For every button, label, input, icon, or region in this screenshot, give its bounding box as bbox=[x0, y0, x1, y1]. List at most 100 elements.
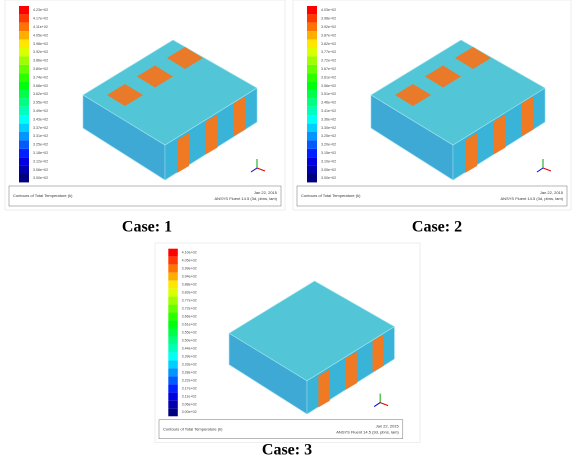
colorbar-band bbox=[19, 115, 29, 123]
colorbar-band bbox=[19, 6, 29, 14]
colorbar-label: 3.61e+02 bbox=[182, 322, 197, 326]
colorbar-band bbox=[307, 140, 317, 148]
hot-strip bbox=[177, 133, 189, 173]
colorbar-label: 3.92e+02 bbox=[33, 50, 48, 54]
colorbar-label: 3.94e+02 bbox=[182, 275, 197, 279]
caption: Case: 3 bbox=[262, 442, 312, 459]
colorbar-band bbox=[168, 281, 178, 289]
caption: Case: 2 bbox=[412, 219, 462, 236]
colorbar-label: 3.39e+02 bbox=[182, 354, 197, 358]
colorbar-label: 3.88e+02 bbox=[182, 283, 197, 287]
panel: 4.10e+024.05e+023.99e+023.94e+023.88e+02… bbox=[155, 243, 420, 459]
colorbar-label: 3.05e+02 bbox=[321, 168, 336, 172]
colorbar-label: 3.00e+02 bbox=[321, 176, 336, 180]
colorbar-band bbox=[307, 149, 317, 157]
colorbar-label: 3.98e+02 bbox=[33, 42, 48, 46]
colorbar-label: 3.12e+02 bbox=[33, 159, 48, 163]
colorbar-label: 3.00e+02 bbox=[182, 410, 197, 414]
hot-strip bbox=[206, 115, 218, 155]
colorbar-band bbox=[168, 321, 178, 329]
colorbar-label: 3.83e+02 bbox=[182, 291, 197, 295]
colorbar-band bbox=[19, 73, 29, 81]
colorbar-label: 3.20e+02 bbox=[321, 143, 336, 147]
panel: 4.03e+023.98e+023.92e+023.87e+023.82e+02… bbox=[293, 0, 571, 236]
footer-date: Jan 22, 2015 bbox=[376, 423, 400, 428]
hot-strip bbox=[522, 96, 534, 136]
colorbar-band bbox=[168, 376, 178, 384]
colorbar-label: 3.10e+02 bbox=[321, 159, 336, 163]
footer-date: Jan 22, 2015 bbox=[254, 190, 278, 195]
footer-title: Contours of Total Temperature (k) bbox=[301, 193, 361, 198]
colorbar-label: 3.55e+02 bbox=[33, 101, 48, 105]
colorbar-band bbox=[307, 157, 317, 165]
colorbar-label: 3.17e+02 bbox=[182, 386, 197, 390]
colorbar-label: 3.86e+02 bbox=[33, 59, 48, 63]
colorbar-band bbox=[307, 115, 317, 123]
colorbar-band bbox=[19, 23, 29, 31]
caption: Case: 1 bbox=[122, 219, 172, 236]
colorbar-band bbox=[307, 14, 317, 22]
colorbar-label: 4.05e+02 bbox=[182, 259, 197, 263]
colorbar-label: 3.50e+02 bbox=[182, 338, 197, 342]
colorbar-label: 3.82e+02 bbox=[321, 42, 336, 46]
colorbar-band bbox=[168, 392, 178, 400]
figure: 4.23e+024.17e+024.11e+024.05e+023.98e+02… bbox=[0, 0, 573, 465]
colorbar-label: 3.55e+02 bbox=[182, 330, 197, 334]
colorbar-label: 3.46e+02 bbox=[321, 101, 336, 105]
colorbar-band bbox=[307, 90, 317, 98]
colorbar-label: 3.67e+02 bbox=[321, 67, 336, 71]
colorbar-band bbox=[168, 344, 178, 352]
colorbar-label: 3.11e+02 bbox=[182, 394, 197, 398]
colorbar-band bbox=[307, 23, 317, 31]
colorbar-band bbox=[307, 6, 317, 14]
colorbar-label: 3.98e+02 bbox=[321, 17, 336, 21]
hot-strip bbox=[494, 115, 506, 155]
colorbar-label: 3.41e+02 bbox=[321, 109, 336, 113]
colorbar-label: 3.62e+02 bbox=[33, 92, 48, 96]
colorbar-label: 3.44e+02 bbox=[182, 346, 197, 350]
colorbar-band bbox=[19, 56, 29, 64]
colorbar-label: 3.77e+02 bbox=[182, 299, 197, 303]
colorbar-label: 4.17e+02 bbox=[33, 17, 48, 21]
colorbar-label: 4.10e+02 bbox=[182, 251, 197, 255]
colorbar-band bbox=[168, 273, 178, 281]
colorbar-band bbox=[19, 140, 29, 148]
colorbar-band bbox=[168, 305, 178, 313]
colorbar-band bbox=[307, 107, 317, 115]
colorbar-label: 3.25e+02 bbox=[321, 134, 336, 138]
colorbar-band bbox=[19, 65, 29, 73]
colorbar-label: 3.72e+02 bbox=[321, 59, 336, 63]
colorbar-band bbox=[307, 65, 317, 73]
colorbar-band bbox=[307, 56, 317, 64]
colorbar-band bbox=[307, 166, 317, 174]
colorbar-label: 3.25e+02 bbox=[33, 143, 48, 147]
colorbar-label: 3.00e+02 bbox=[33, 176, 48, 180]
colorbar-band bbox=[307, 174, 317, 182]
colorbar-label: 3.06e+02 bbox=[182, 402, 197, 406]
colorbar-label: 3.15e+02 bbox=[321, 151, 336, 155]
colorbar-label: 4.11e+02 bbox=[33, 25, 48, 29]
colorbar-band bbox=[19, 82, 29, 90]
hot-strip bbox=[345, 352, 356, 390]
colorbar-band bbox=[168, 265, 178, 273]
colorbar-label: 4.05e+02 bbox=[33, 33, 48, 37]
colorbar-label: 3.80e+02 bbox=[33, 67, 48, 71]
colorbar-band bbox=[19, 124, 29, 132]
colorbar-label: 3.22e+02 bbox=[182, 378, 197, 382]
colorbar-band bbox=[168, 400, 178, 408]
colorbar-band bbox=[307, 98, 317, 106]
colorbar-band bbox=[19, 98, 29, 106]
colorbar-label: 3.37e+02 bbox=[33, 126, 48, 130]
colorbar-band bbox=[307, 73, 317, 81]
colorbar-label: 3.33e+02 bbox=[182, 362, 197, 366]
colorbar-label: 3.61e+02 bbox=[321, 75, 336, 79]
colorbar-label: 3.36e+02 bbox=[321, 117, 336, 121]
colorbar-band bbox=[307, 48, 317, 56]
colorbar-band bbox=[19, 14, 29, 22]
hot-strip bbox=[465, 133, 477, 173]
hot-strip bbox=[234, 96, 246, 136]
colorbar-label: 3.18e+02 bbox=[33, 151, 48, 155]
colorbar-band bbox=[307, 40, 317, 48]
colorbar-band bbox=[168, 384, 178, 392]
colorbar-band bbox=[307, 82, 317, 90]
